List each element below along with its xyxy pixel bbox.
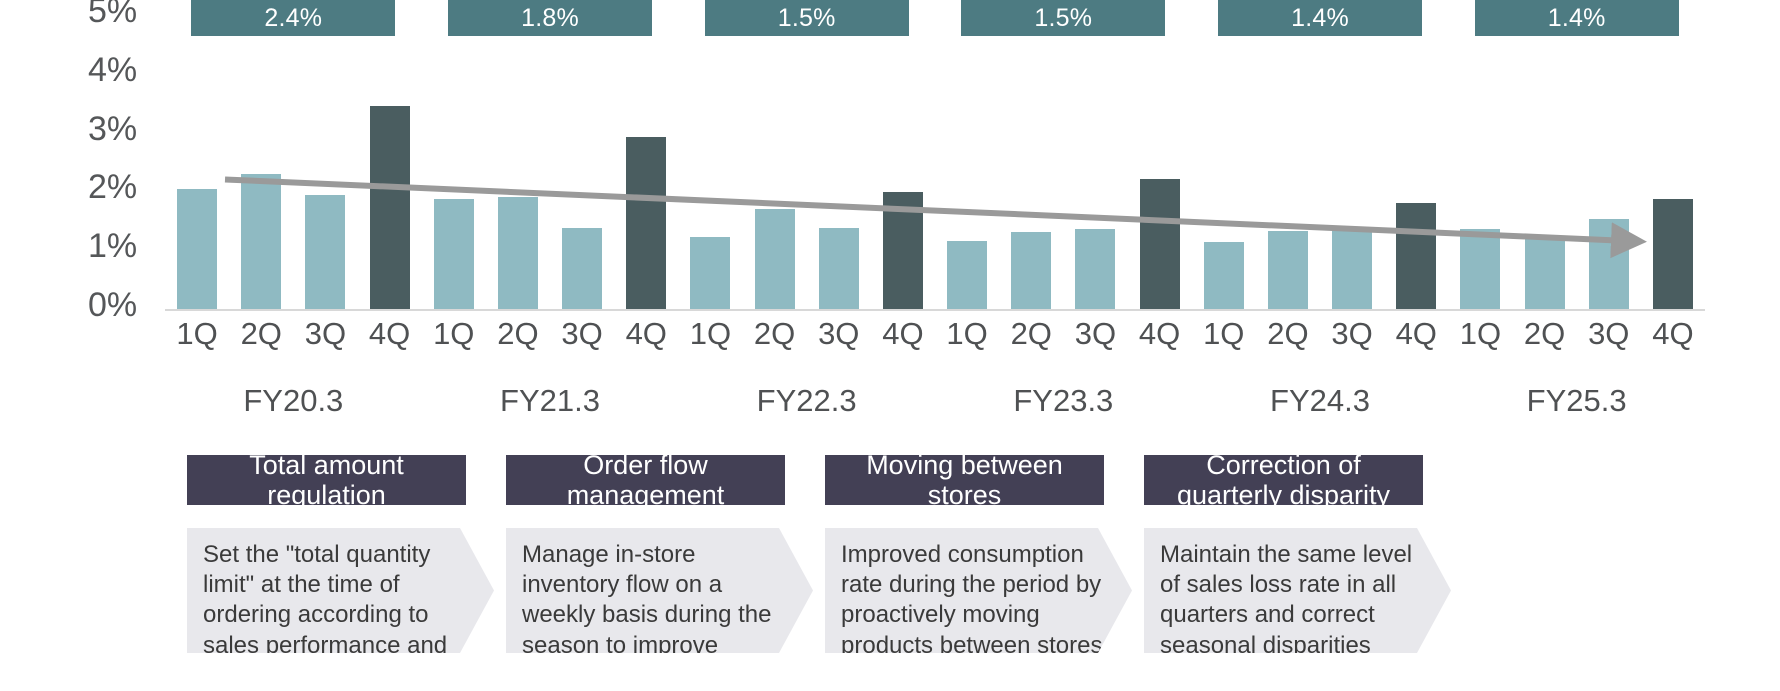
quarter-label: 3Q <box>1588 316 1630 351</box>
quarter-label: 4Q <box>368 316 411 351</box>
fiscal-year-label: FY20.3 <box>243 383 344 418</box>
quarter-label: 4Q <box>882 316 924 351</box>
bar-FY23.3-4Q <box>1139 178 1180 310</box>
quarter-label: 2Q <box>240 316 282 351</box>
bar-FY25.3-4Q <box>1652 199 1693 310</box>
y-axis-tick: 0% <box>88 286 138 324</box>
fiscal-year-label: FY23.3 <box>1013 383 1114 418</box>
initiative-header-4[interactable]: Correction of quarterly disparity <box>1144 450 1423 510</box>
y-axis-tick: 5% <box>88 0 138 30</box>
bar-FY21.3-1Q <box>433 199 474 310</box>
initiative-header-2[interactable]: Order flow management <box>506 450 785 510</box>
banner-value-text: 1.4% <box>1291 3 1349 32</box>
initiative-header-1[interactable]: Total amount regulation <box>187 450 466 510</box>
bar-FY20.3-4Q <box>369 105 410 310</box>
quarter-label: 1Q <box>1459 316 1502 351</box>
bar-FY22.3-4Q <box>882 192 923 310</box>
quarter-label: 1Q <box>689 316 732 351</box>
quarter-label: 4Q <box>625 316 667 351</box>
banner-value-FY25.3: 1.4% <box>1474 0 1679 36</box>
y-axis-tick: 3% <box>88 109 138 148</box>
initiative-description-4: Maintain the same level of sales loss ra… <box>1144 528 1451 653</box>
quarter-label: 4Q <box>1395 316 1437 351</box>
bar-FY21.3-4Q <box>626 136 667 310</box>
banner-value-text: 1.8% <box>521 3 579 32</box>
sales-loss-rate-chart: 5% 4% 3% 2% 1% 0% 1Q 2Q 3Q 4Q 1Q 2Q 3Q 4Q 1Q 2Q 3Q 4Q 1Q 2… <box>88 0 1705 418</box>
quarter-label: 2Q <box>1523 316 1566 351</box>
bar-FY22.3-1Q <box>690 236 731 310</box>
bar-FY25.3-2Q <box>1524 238 1565 310</box>
quarter-label: 1Q <box>176 316 218 351</box>
banner-value-FY23.3: 1.5% <box>961 0 1166 36</box>
initiative-title: Order flow management <box>566 449 725 510</box>
banner-value-FY20.3: 2.4% <box>191 0 396 36</box>
bar-FY23.3-1Q <box>947 240 988 310</box>
banner-value-text: 1.5% <box>777 3 836 32</box>
quarter-label: 2Q <box>753 316 796 351</box>
quarter-label: 3Q <box>818 316 860 351</box>
quarter-label: 2Q <box>497 316 539 351</box>
initiative-description-text: Manage in-store inventory flow on a week… <box>522 541 772 689</box>
bar-FY20.3-2Q <box>241 173 282 310</box>
fiscal-year-label: FY22.3 <box>756 383 857 418</box>
bar-FY24.3-4Q <box>1396 202 1437 310</box>
y-axis-tick: 1% <box>88 227 138 266</box>
initiative-header-3[interactable]: Moving between stores <box>825 450 1104 510</box>
initiative-title: Moving between stores <box>866 449 1063 510</box>
initiative-description-text: Improved consumption rate during the per… <box>841 541 1103 659</box>
plot-area <box>165 0 1705 310</box>
banner-value-text: 2.4% <box>264 3 323 32</box>
bar-FY24.3-2Q <box>1267 231 1308 310</box>
y-axis-tick: 2% <box>88 168 138 207</box>
initiative-description-text: Maintain the same level of sales loss ra… <box>1160 541 1413 659</box>
fiscal-year-label: FY21.3 <box>500 383 600 418</box>
quarter-label: 2Q <box>1267 316 1309 351</box>
quarter-label: 1Q <box>1203 316 1245 351</box>
fiscal-year-label: FY25.3 <box>1526 383 1627 418</box>
initiative-description-1: Set the "total quantity limit" at the ti… <box>187 528 494 653</box>
bar-FY23.3-3Q <box>1075 229 1116 310</box>
bar-FY24.3-3Q <box>1332 227 1373 310</box>
quarter-label: 4Q <box>1652 316 1694 351</box>
quarter-label: 1Q <box>946 316 988 351</box>
initiative-title: Correction of quarterly disparity <box>1176 449 1391 510</box>
bar-FY21.3-3Q <box>562 228 603 310</box>
quarter-label: 3Q <box>1331 316 1373 351</box>
quarter-label: 1Q <box>433 316 475 351</box>
quarter-label: 3Q <box>1074 316 1117 351</box>
bar-FY20.3-1Q <box>177 189 218 310</box>
banner-value-text: 1.4% <box>1547 3 1606 32</box>
banner-value-FY24.3: 1.4% <box>1218 0 1422 36</box>
banner-value-FY21.3: 1.8% <box>448 0 652 36</box>
bar-FY25.3-3Q <box>1588 218 1629 310</box>
bar-FY23.3-2Q <box>1011 231 1052 310</box>
quarter-label: 3Q <box>561 316 603 351</box>
initiative-description-2: Manage in-store inventory flow on a week… <box>506 528 813 653</box>
summary-banner: 2.4% 1.8% 1.5% 1.5% 1.4% 1.4% <box>0 0 1780 36</box>
quarter-label: 4Q <box>1138 316 1181 351</box>
bar-FY22.3-2Q <box>754 208 795 310</box>
bar-FY24.3-1Q <box>1203 242 1244 310</box>
y-axis-tick: 4% <box>88 50 138 89</box>
bar-FY20.3-3Q <box>305 195 346 310</box>
initiative-description-3: Improved consumption rate during the per… <box>825 528 1132 653</box>
initiative-description-text: Set the "total quantity limit" at the ti… <box>203 541 448 689</box>
initiative-title: Total amount regulation <box>249 449 404 510</box>
fiscal-year-label: FY24.3 <box>1270 383 1370 418</box>
bar-FY21.3-2Q <box>497 196 538 310</box>
quarter-label: 2Q <box>1010 316 1052 351</box>
banner-value-text: 1.5% <box>1034 3 1093 32</box>
quarter-label: 3Q <box>304 316 347 351</box>
x-axis-baseline <box>165 309 1705 311</box>
bar-FY25.3-1Q <box>1460 229 1501 310</box>
banner-value-FY22.3: 1.5% <box>704 0 909 36</box>
bar-FY22.3-3Q <box>818 228 859 310</box>
